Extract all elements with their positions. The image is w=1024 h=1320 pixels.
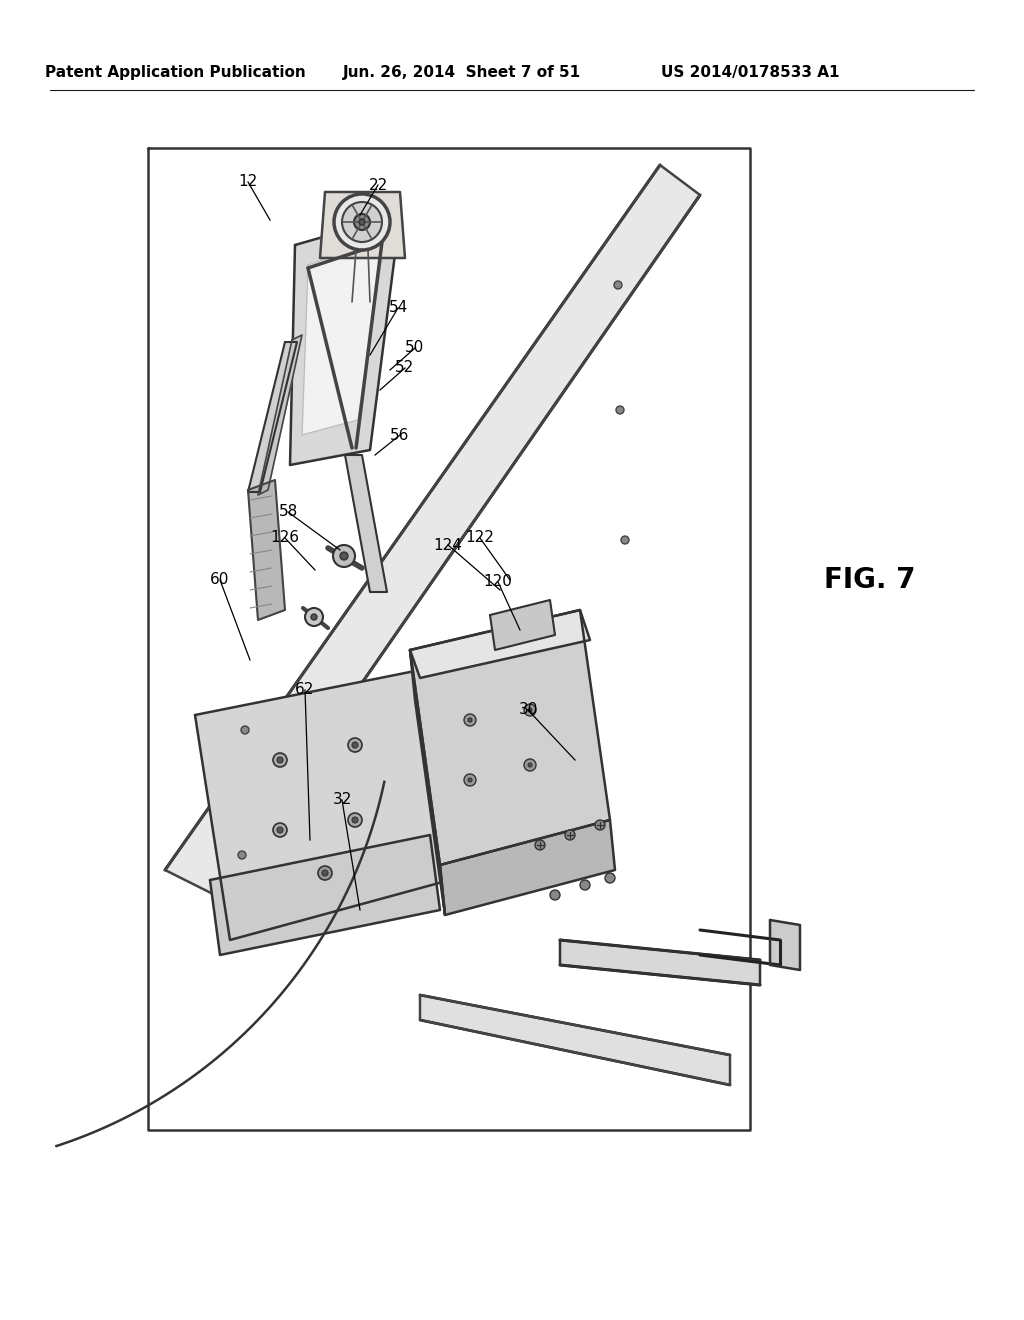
Text: Jun. 26, 2014  Sheet 7 of 51: Jun. 26, 2014 Sheet 7 of 51 [343,65,581,79]
Polygon shape [770,920,800,970]
Text: 60: 60 [210,573,229,587]
Circle shape [354,214,370,230]
Circle shape [340,552,348,560]
Polygon shape [248,480,285,620]
Text: 120: 120 [483,574,512,590]
Circle shape [334,194,390,249]
Circle shape [524,759,536,771]
Polygon shape [248,342,297,492]
Circle shape [318,866,332,880]
Circle shape [464,774,476,785]
Circle shape [273,822,287,837]
Circle shape [528,708,532,711]
Text: 52: 52 [395,360,415,375]
Text: 12: 12 [239,174,258,190]
Circle shape [238,851,246,859]
Circle shape [565,830,575,840]
Circle shape [621,536,629,544]
Circle shape [322,870,328,876]
Circle shape [278,828,283,833]
Polygon shape [490,601,555,649]
Circle shape [616,407,624,414]
Polygon shape [165,165,700,895]
Text: FIG. 7: FIG. 7 [824,566,915,594]
Text: 22: 22 [369,177,388,193]
Circle shape [333,545,355,568]
Polygon shape [410,610,590,678]
Circle shape [342,202,382,242]
Text: 124: 124 [433,537,463,553]
Circle shape [528,763,532,767]
Polygon shape [440,820,615,915]
Polygon shape [420,995,730,1085]
Circle shape [550,890,560,900]
Circle shape [273,752,287,767]
Circle shape [595,820,605,830]
Circle shape [464,714,476,726]
Circle shape [359,219,365,224]
Text: 30: 30 [518,702,538,718]
Circle shape [348,738,362,752]
Text: 126: 126 [270,531,299,545]
Text: 58: 58 [279,504,298,520]
Text: 54: 54 [388,301,408,315]
Circle shape [241,726,249,734]
Circle shape [524,704,536,715]
Polygon shape [258,335,302,495]
Circle shape [305,609,323,626]
Polygon shape [195,671,450,940]
Polygon shape [410,649,445,915]
Circle shape [348,813,362,828]
Circle shape [614,281,622,289]
Polygon shape [302,238,385,436]
Polygon shape [319,191,406,257]
Text: 56: 56 [390,428,410,442]
Text: 122: 122 [466,531,495,545]
Polygon shape [560,940,760,985]
Circle shape [311,614,317,620]
Circle shape [605,873,615,883]
Circle shape [535,840,545,850]
Text: 50: 50 [406,341,425,355]
Text: US 2014/0178533 A1: US 2014/0178533 A1 [660,65,840,79]
Polygon shape [210,836,440,954]
Circle shape [468,718,472,722]
Polygon shape [345,455,387,591]
Text: 32: 32 [333,792,351,808]
Circle shape [352,817,358,822]
Circle shape [352,742,358,748]
Circle shape [278,756,283,763]
Polygon shape [290,215,400,465]
Circle shape [468,777,472,781]
Polygon shape [410,610,610,865]
Circle shape [580,880,590,890]
Text: Patent Application Publication: Patent Application Publication [45,65,305,79]
Text: 62: 62 [295,682,314,697]
